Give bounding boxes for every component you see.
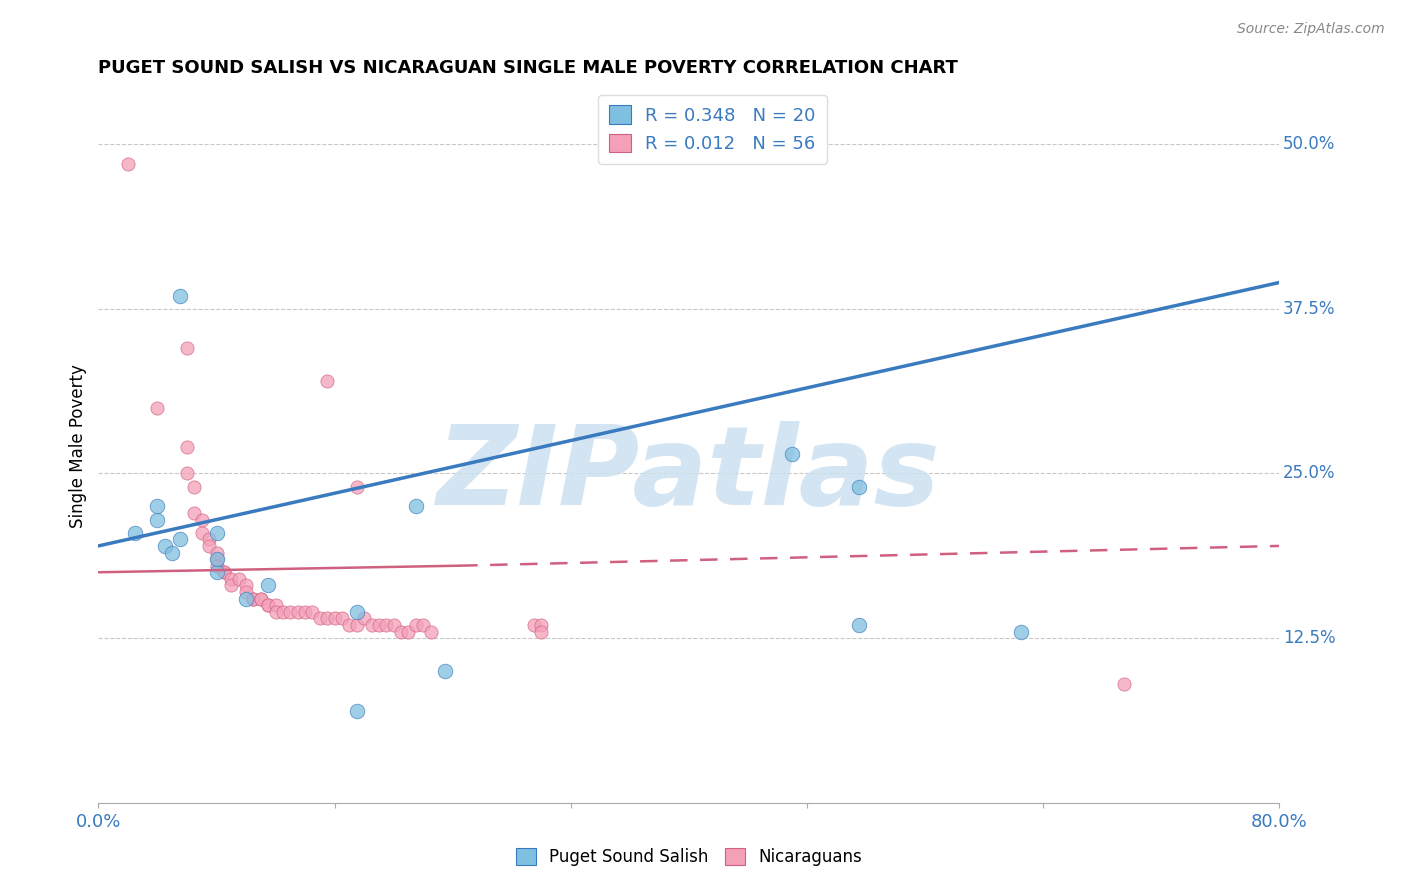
Point: [212, 566, 235, 580]
Point: [205, 566, 228, 580]
Point: [169, 288, 191, 302]
Text: PUGET SOUND SALISH VS NICARAGUAN SINGLE MALE POVERTY CORRELATION CHART: PUGET SOUND SALISH VS NICARAGUAN SINGLE …: [98, 59, 959, 77]
Point: [848, 480, 870, 494]
Point: [271, 605, 294, 619]
Point: [205, 525, 228, 540]
Point: [523, 618, 546, 632]
Point: [257, 598, 280, 612]
Point: [396, 624, 419, 639]
Text: 12.5%: 12.5%: [1284, 629, 1336, 647]
Point: [242, 591, 264, 606]
Point: [405, 618, 427, 632]
Point: [228, 572, 250, 586]
Point: [316, 374, 339, 388]
Y-axis label: Single Male Poverty: Single Male Poverty: [69, 364, 87, 528]
Point: [146, 512, 169, 526]
Point: [257, 578, 280, 592]
Point: [191, 525, 214, 540]
Point: [205, 545, 228, 559]
Point: [1114, 677, 1136, 691]
Point: [162, 545, 183, 559]
Point: [235, 591, 257, 606]
Point: [235, 578, 257, 592]
Point: [257, 598, 280, 612]
Point: [530, 618, 553, 632]
Point: [405, 500, 427, 514]
Point: [169, 533, 191, 547]
Point: [146, 401, 169, 415]
Point: [375, 618, 398, 632]
Point: [419, 624, 441, 639]
Point: [294, 605, 316, 619]
Point: [346, 618, 368, 632]
Point: [191, 512, 214, 526]
Point: [153, 539, 176, 553]
Point: [250, 591, 273, 606]
Point: [124, 525, 146, 540]
Point: [330, 611, 353, 625]
Point: [117, 157, 139, 171]
Point: [346, 704, 368, 718]
Point: [183, 506, 205, 520]
Point: [309, 611, 332, 625]
Legend: Puget Sound Salish, Nicaraguans: Puget Sound Salish, Nicaraguans: [509, 841, 869, 873]
Point: [250, 591, 273, 606]
Point: [176, 341, 198, 355]
Point: [530, 624, 553, 639]
Point: [212, 566, 235, 580]
Text: ZIPatlas: ZIPatlas: [437, 421, 941, 528]
Point: [205, 552, 228, 566]
Point: [346, 605, 368, 619]
Point: [389, 624, 412, 639]
Point: [337, 618, 360, 632]
Point: [235, 585, 257, 599]
Point: [360, 618, 382, 632]
Point: [1010, 624, 1032, 639]
Point: [278, 605, 302, 619]
Point: [368, 618, 391, 632]
Point: [219, 578, 242, 592]
Point: [382, 618, 405, 632]
Point: [301, 605, 323, 619]
Point: [353, 611, 375, 625]
Point: [242, 591, 264, 606]
Point: [205, 558, 228, 573]
Point: [198, 533, 221, 547]
Point: [183, 480, 205, 494]
Point: [176, 467, 198, 481]
Text: 50.0%: 50.0%: [1284, 135, 1336, 153]
Point: [434, 664, 457, 678]
Point: [176, 440, 198, 454]
Point: [323, 611, 346, 625]
Point: [346, 480, 368, 494]
Point: [198, 539, 221, 553]
Point: [782, 447, 804, 461]
Point: [146, 500, 169, 514]
Point: [219, 572, 242, 586]
Point: [412, 618, 434, 632]
Point: [848, 618, 870, 632]
Text: 25.0%: 25.0%: [1284, 465, 1336, 483]
Point: [205, 552, 228, 566]
Point: [264, 598, 287, 612]
Text: 37.5%: 37.5%: [1284, 300, 1336, 318]
Point: [316, 611, 339, 625]
Point: [264, 605, 287, 619]
Text: Source: ZipAtlas.com: Source: ZipAtlas.com: [1237, 22, 1385, 37]
Point: [287, 605, 309, 619]
